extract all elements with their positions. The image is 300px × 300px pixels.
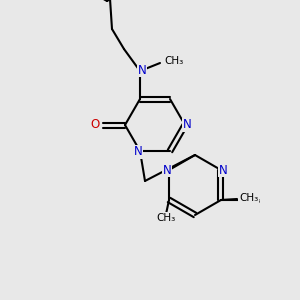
Text: N: N (163, 164, 171, 176)
Text: CH₃: CH₃ (164, 56, 183, 66)
Text: N: N (134, 146, 142, 158)
Text: N: N (183, 118, 191, 131)
Text: N: N (219, 164, 227, 176)
Text: CH₃: CH₃ (242, 195, 261, 205)
Text: N: N (138, 64, 146, 76)
Text: O: O (90, 118, 100, 131)
Text: CH₃: CH₃ (156, 213, 176, 223)
Text: CH₃: CH₃ (239, 193, 258, 203)
